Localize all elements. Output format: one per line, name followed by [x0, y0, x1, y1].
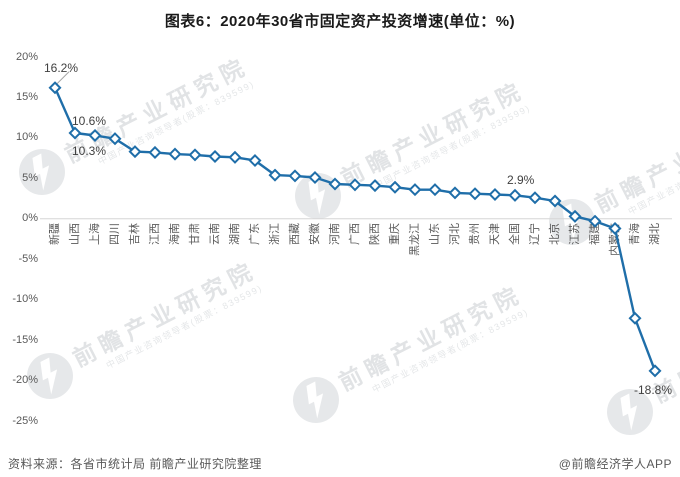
data-point-marker [108, 132, 122, 146]
data-point-marker [628, 311, 642, 325]
data-point-marker [308, 171, 322, 185]
brand-attribution: @前瞻经济学人APP [558, 457, 672, 471]
y-axis-tick-label: 5% [22, 172, 38, 184]
data-point-marker [388, 180, 402, 194]
data-point-marker [288, 169, 302, 183]
data-point-marker [88, 128, 102, 142]
data-point-marker [608, 221, 622, 235]
data-point-marker [228, 150, 242, 164]
data-point-marker [248, 154, 262, 168]
data-label: 16.2% [44, 61, 79, 75]
data-point-marker [508, 188, 522, 202]
data-point-marker [188, 148, 202, 162]
data-point-marker [488, 187, 502, 202]
data-point-marker [428, 183, 442, 197]
data-point-marker [468, 187, 482, 201]
y-axis-tick-label: 10% [15, 131, 38, 143]
y-axis-tick-label: -20% [12, 374, 38, 386]
y-axis-tick-label: -15% [12, 334, 38, 346]
data-point-marker [348, 178, 362, 192]
chart-title: 图表6：2020年30省市固定资产投资增速(单位：%) [164, 13, 516, 30]
data-point-marker [48, 81, 62, 95]
source-note: 资料来源：各省市统计局 前瞻产业研究院整理 [8, 457, 262, 471]
data-point-marker [448, 186, 462, 200]
y-axis-tick-label: -10% [12, 293, 38, 305]
data-label: 2.9% [507, 173, 535, 187]
data-label: -18.8% [634, 383, 673, 397]
data-point-marker [328, 177, 342, 191]
data-point-marker [408, 183, 422, 197]
y-axis-tick-label: 15% [15, 91, 38, 103]
data-point-marker [208, 149, 222, 164]
data-point-marker [548, 194, 562, 208]
data-point-marker [368, 179, 382, 193]
data-label: 10.6% [72, 114, 107, 128]
data-point-marker [128, 145, 142, 159]
series-line [53, 86, 657, 372]
data-point-marker [168, 147, 182, 161]
y-axis-tick-label: 20% [15, 51, 38, 63]
y-axis-tick-label: -25% [12, 415, 38, 427]
y-axis-tick-label: -5% [18, 253, 38, 265]
data-point-marker [648, 364, 662, 378]
data-label: 10.3% [72, 144, 107, 158]
y-axis-tick-label: 0% [22, 212, 38, 224]
data-point-marker [268, 168, 282, 182]
leader-line [56, 71, 70, 85]
data-point-marker [588, 214, 602, 228]
data-point-marker [68, 126, 82, 140]
data-point-marker [568, 209, 582, 223]
data-point-marker [148, 145, 162, 159]
data-point-marker [528, 191, 542, 205]
